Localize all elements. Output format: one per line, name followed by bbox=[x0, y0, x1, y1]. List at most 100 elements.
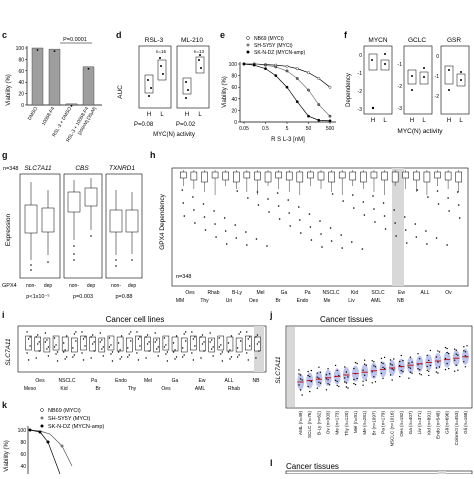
data-point bbox=[81, 352, 83, 354]
data-point bbox=[90, 357, 92, 359]
x-tick-label: Me (n=281) bbox=[362, 411, 367, 435]
outlier bbox=[202, 203, 205, 205]
panel-letter: f bbox=[344, 30, 347, 40]
data-point bbox=[29, 336, 31, 338]
panel-k: k Viability (%) 100 80 60 40 NB69 (MYCt)… bbox=[0, 400, 150, 475]
data-point bbox=[230, 356, 233, 358]
x-tick-label: Br (n=1097) bbox=[371, 411, 376, 436]
data-point bbox=[373, 361, 375, 363]
box bbox=[243, 171, 251, 179]
data-point bbox=[299, 378, 302, 380]
y-tick-label: 0 bbox=[234, 120, 237, 126]
box bbox=[254, 171, 261, 181]
x-tick-label: Rhab bbox=[228, 386, 240, 392]
y-tick-label: 0 bbox=[21, 103, 24, 109]
data-point bbox=[374, 381, 377, 383]
x-tick-label: Br bbox=[96, 386, 101, 392]
outlier bbox=[321, 246, 323, 248]
data-point bbox=[139, 336, 141, 338]
data-point bbox=[374, 366, 377, 368]
legend-entry: SH-SY5Y (MYCt) bbox=[48, 416, 91, 422]
data-point bbox=[227, 351, 230, 353]
data-point bbox=[194, 336, 196, 338]
box bbox=[61, 336, 69, 352]
outlier bbox=[435, 237, 438, 239]
x-tick-label: B-Ly (n=62) bbox=[316, 411, 321, 435]
panel-letter: i bbox=[2, 310, 5, 320]
group-label: H bbox=[410, 118, 414, 124]
data-point bbox=[408, 366, 410, 368]
data-point bbox=[438, 366, 441, 368]
data-point bbox=[27, 359, 30, 361]
x-tick-label: Oes bbox=[35, 378, 45, 384]
x-tick-label: MM bbox=[176, 298, 184, 304]
outlier bbox=[309, 226, 312, 228]
box bbox=[25, 335, 32, 351]
group-label: non- bbox=[111, 283, 121, 289]
x-tick-label: Thy bbox=[128, 386, 137, 392]
chart-j: Cancer tissues SLC7A11 AML (n=49) SCLC (n… bbox=[275, 315, 473, 446]
data-point bbox=[408, 362, 410, 364]
box bbox=[235, 337, 243, 353]
data-point bbox=[389, 363, 392, 365]
data-point bbox=[316, 376, 318, 378]
box bbox=[423, 171, 431, 183]
outlier bbox=[183, 215, 186, 217]
data-point bbox=[99, 341, 102, 343]
box bbox=[226, 336, 234, 352]
group-label: non- bbox=[26, 283, 36, 289]
y-tick-label: 80 bbox=[231, 74, 237, 80]
x-tick-label: ALL bbox=[421, 290, 430, 296]
panel-letter: j bbox=[270, 310, 273, 320]
y-tick: 60 bbox=[20, 452, 26, 458]
data-point bbox=[389, 359, 392, 361]
data-point bbox=[47, 346, 50, 348]
data-point bbox=[383, 367, 386, 370]
outlier bbox=[404, 229, 407, 231]
data-point bbox=[119, 349, 121, 351]
data-point bbox=[53, 346, 56, 348]
chart-title: Cancer tissues bbox=[286, 462, 339, 471]
data-point bbox=[453, 370, 456, 372]
box bbox=[338, 171, 346, 179]
x-tick-label: Kid bbox=[60, 386, 67, 392]
outlier bbox=[426, 243, 428, 245]
data-point bbox=[108, 337, 111, 339]
x-axis-label: MYC(N) activity bbox=[397, 128, 443, 135]
data-point bbox=[298, 373, 300, 375]
data-point bbox=[102, 355, 105, 357]
y-axis-label: Viability (%) bbox=[6, 74, 12, 106]
x-tick-label: 5 bbox=[286, 126, 289, 132]
x-tick-label: Ga (n=407) bbox=[408, 411, 413, 435]
data-point bbox=[295, 100, 299, 104]
x-axis-label: MYC(N) activity bbox=[153, 132, 195, 138]
data-point bbox=[70, 104, 73, 107]
data-point bbox=[194, 345, 196, 347]
data-point bbox=[136, 352, 138, 354]
y-tick-label: 40 bbox=[231, 97, 237, 103]
data-point bbox=[264, 67, 267, 71]
data-point bbox=[363, 374, 366, 376]
data-point bbox=[93, 341, 95, 343]
data-point bbox=[274, 65, 278, 69]
data-point bbox=[328, 114, 332, 118]
bar bbox=[65, 103, 78, 106]
outlier bbox=[300, 232, 302, 234]
data-point bbox=[73, 333, 76, 335]
outlier bbox=[363, 214, 366, 216]
data-point bbox=[382, 377, 384, 380]
subplot-title: SLC7A11 bbox=[24, 165, 52, 172]
data-point bbox=[229, 358, 231, 360]
subplot-title: GCLC bbox=[408, 37, 426, 44]
data-point bbox=[299, 374, 302, 376]
data-point bbox=[53, 337, 56, 339]
data-point bbox=[371, 371, 373, 373]
outlier bbox=[456, 191, 459, 193]
data-point bbox=[36, 49, 39, 51]
data-point bbox=[157, 355, 159, 357]
data-point bbox=[353, 367, 355, 370]
n-label: n=13 bbox=[194, 49, 205, 54]
data-point bbox=[463, 361, 465, 363]
n-label: n=348 bbox=[3, 166, 18, 172]
box bbox=[208, 337, 215, 353]
